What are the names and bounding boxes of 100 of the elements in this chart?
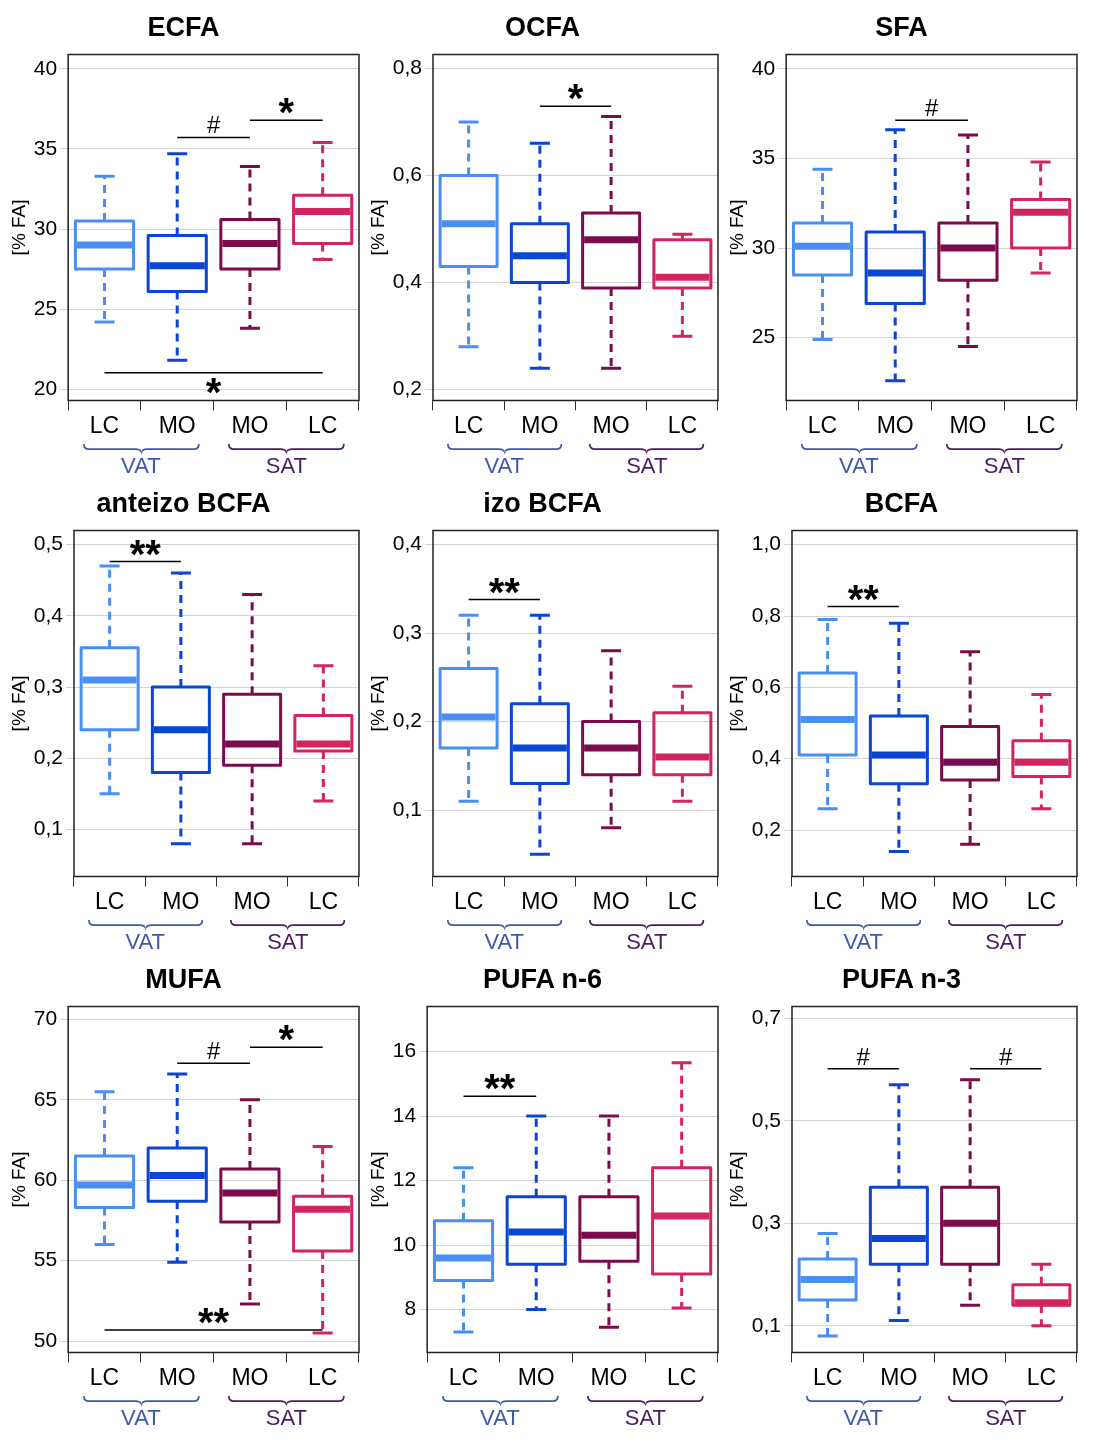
y-tick-label: 0,3: [751, 1210, 781, 1234]
y-tick-label: 8: [404, 1296, 417, 1320]
y-tick-label: 14: [392, 1102, 417, 1126]
text: VAT: [843, 1405, 884, 1431]
x-tick-label: MO: [521, 887, 559, 914]
y-tick-label: 0,2: [751, 816, 781, 840]
x-tick-label: LC: [448, 1363, 479, 1390]
y-tick-label: 60: [33, 1167, 58, 1190]
x-tick-label: LC: [812, 887, 843, 914]
y-tick-label: 0,1: [392, 796, 422, 820]
chart-title: MUFA: [145, 963, 222, 994]
annotation: **: [847, 576, 880, 621]
y-tick-label: 16: [392, 1038, 417, 1062]
y-tick-label: 35: [33, 135, 58, 159]
text: SAT: [983, 453, 1025, 479]
text: SAT: [265, 1405, 307, 1431]
x-tick-label: LC: [667, 411, 698, 438]
y-tick-label: 0,7: [751, 1004, 781, 1028]
y-tick-label: 25: [751, 324, 776, 348]
x-tick-label: LC: [1026, 1363, 1057, 1390]
x-tick-label: MO: [517, 1363, 555, 1390]
text: SAT: [624, 1405, 666, 1431]
y-axis-title: [% FA]: [7, 1151, 29, 1208]
y-tick-label: 40: [751, 55, 776, 79]
x-tick-label: MO: [951, 887, 989, 914]
text: VAT: [843, 929, 884, 955]
annotation: #: [206, 1037, 221, 1065]
y-tick-label: 0,6: [751, 674, 781, 698]
y-tick-label: 0,8: [392, 55, 422, 79]
annotation: **: [484, 1066, 516, 1111]
x-tick-label: LC: [307, 1363, 338, 1390]
text: SAT: [267, 929, 309, 955]
y-tick-label: 0,2: [392, 708, 422, 732]
chart-title: PUFA n-6: [482, 963, 603, 994]
x-tick-label: MO: [521, 411, 559, 438]
x-tick-label: MO: [162, 887, 200, 914]
annotation: **: [488, 569, 521, 614]
y-axis-title: [% FA]: [725, 1151, 747, 1208]
y-tick-label: 0,4: [392, 531, 423, 555]
x-tick-label: MO: [880, 887, 918, 914]
chart-title: SFA: [875, 11, 928, 42]
text: SAT: [985, 929, 1027, 955]
text: VAT: [839, 453, 879, 479]
annotation: *: [567, 76, 584, 121]
x-tick-label: LC: [812, 1363, 843, 1390]
x-tick-label: LC: [453, 887, 484, 914]
annotation: #: [999, 1042, 1014, 1070]
chart-title: BCFA: [864, 487, 939, 518]
y-axis-title: [% FA]: [366, 675, 388, 732]
x-tick-label: LC: [307, 411, 338, 438]
y-tick-label: 0,4: [392, 269, 423, 293]
x-tick-label: MO: [951, 1363, 989, 1390]
x-tick-label: LC: [667, 887, 698, 914]
y-axis-title: [% FA]: [725, 675, 747, 732]
text: SAT: [626, 453, 668, 479]
y-tick-label: 0,5: [33, 531, 63, 555]
text: VAT: [480, 1405, 520, 1431]
annotation: #: [206, 111, 221, 139]
y-tick-label: 35: [751, 145, 776, 169]
y-tick-label: 0,5: [751, 1107, 781, 1131]
y-axis-title: [% FA]: [366, 1151, 388, 1208]
chart-title: izo BCFA: [483, 487, 602, 518]
y-tick-label: 20: [33, 375, 58, 399]
y-tick-label: 10: [392, 1231, 417, 1255]
x-tick-label: LC: [308, 887, 339, 914]
x-tick-label: MO: [158, 1363, 196, 1390]
y-tick-label: 40: [33, 55, 58, 79]
y-tick-label: 65: [33, 1086, 58, 1110]
y-tick-label: 1,0: [751, 531, 781, 555]
y-tick-label: 0,1: [33, 816, 63, 840]
y-tick-label: 25: [33, 295, 58, 319]
annotation: #: [856, 1042, 871, 1070]
y-tick-label: 50: [33, 1327, 58, 1351]
x-tick-label: MO: [949, 411, 987, 438]
x-tick-label: LC: [94, 887, 125, 914]
y-axis-title: [% FA]: [366, 199, 388, 256]
y-axis-title: [% FA]: [7, 199, 29, 256]
x-tick-label: LC: [89, 1363, 120, 1390]
y-tick-label: 12: [392, 1167, 417, 1191]
chart-title: anteizo BCFA: [96, 487, 271, 518]
y-tick-label: 55: [33, 1247, 58, 1271]
text: VAT: [484, 453, 525, 479]
text: VAT: [484, 929, 525, 955]
x-tick-label: MO: [231, 1363, 269, 1390]
x-tick-label: MO: [592, 887, 630, 914]
x-tick-label: MO: [231, 411, 269, 438]
annotation: #: [924, 94, 939, 122]
y-tick-label: 30: [751, 234, 776, 258]
annotation: **: [198, 1299, 230, 1344]
y-tick-label: 70: [33, 1006, 58, 1030]
y-tick-label: 0,3: [33, 673, 63, 697]
y-tick-label: 0,4: [751, 745, 782, 769]
y-axis-title: [% FA]: [7, 675, 29, 732]
text: VAT: [121, 1405, 161, 1431]
chart-title: PUFA n-3: [841, 963, 962, 994]
y-tick-label: 0,8: [751, 602, 781, 626]
y-tick-label: 0,3: [392, 619, 422, 643]
chart-title: ECFA: [147, 11, 220, 42]
x-tick-label: MO: [876, 411, 914, 438]
y-tick-label: 30: [33, 215, 58, 239]
